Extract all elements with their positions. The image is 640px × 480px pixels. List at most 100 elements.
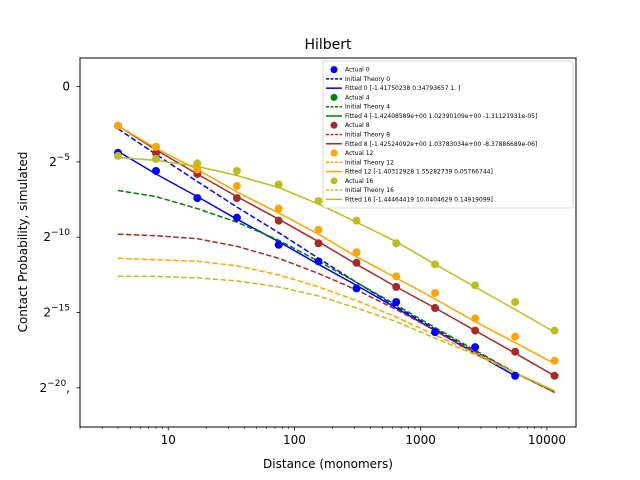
y-tick-suffix: , — [66, 381, 70, 395]
legend-frame — [322, 60, 574, 209]
legend-entry: Fitted 12 [-1.40312928 1.55282739 0.0576… — [326, 169, 493, 176]
data-point — [232, 166, 241, 175]
data-point — [471, 281, 480, 290]
legend-entry: Actual 16 — [330, 177, 374, 185]
y-tick-exponent: −5 — [57, 153, 70, 163]
data-point — [511, 332, 520, 341]
x-axis-label: Distance (monomers) — [263, 457, 393, 471]
data-point — [431, 328, 440, 337]
y-tick-label: 0 — [62, 80, 70, 94]
legend-marker — [330, 177, 338, 185]
legend-entry: Initial Theory 0 — [326, 76, 390, 83]
data-point — [392, 282, 401, 291]
legend-label: Fitted 4 [-1.42408589e+00 1.02390109e+00… — [345, 113, 537, 120]
data-point — [274, 240, 283, 249]
data-point — [550, 371, 559, 380]
legend-label: Fitted 12 [-1.40312928 1.55282739 0.0576… — [345, 169, 493, 176]
data-point — [352, 216, 361, 225]
data-point — [314, 239, 323, 248]
series-line-initial-theory-12 — [117, 257, 555, 392]
data-point — [431, 260, 440, 269]
y-tick-label: 2−10 — [43, 228, 70, 244]
chart-title: Hilbert — [304, 37, 352, 53]
series-line-initial-theory-16 — [118, 275, 555, 392]
data-point — [151, 154, 160, 163]
series-actual-16 — [113, 151, 559, 335]
series-line-fitted-8 — [117, 125, 555, 377]
legend-label: Actual 12 — [345, 150, 374, 157]
plot-content — [113, 121, 559, 394]
legend-label: Fitted 8 [-1.42524092e+00 1.03783034e+00… — [345, 141, 537, 148]
data-point — [431, 288, 440, 297]
x-tick-label: 10 — [161, 433, 176, 447]
data-point — [193, 159, 202, 168]
data-point — [392, 272, 401, 281]
data-point — [113, 151, 122, 160]
data-point — [511, 371, 520, 380]
y-axis-ticks: 02−52−102−152−20, — [40, 80, 80, 395]
data-point — [352, 248, 361, 257]
data-point — [314, 197, 323, 206]
legend-label: Initial Theory 12 — [345, 159, 394, 166]
data-point — [352, 284, 361, 293]
data-point — [151, 142, 160, 151]
legend-entry: Actual 0 — [330, 66, 370, 74]
y-tick-base: 2 — [49, 155, 57, 169]
data-point — [314, 257, 323, 266]
legend-entry: Actual 12 — [330, 149, 374, 157]
data-point — [511, 297, 520, 306]
legend-label: Initial Theory 16 — [345, 187, 394, 194]
data-point — [274, 216, 283, 225]
data-point — [471, 326, 480, 335]
y-tick-label: 2−5 — [49, 153, 70, 169]
data-point — [113, 121, 122, 130]
x-tick-label: 100 — [283, 433, 306, 447]
legend-marker — [330, 149, 338, 157]
legend-entry: Initial Theory 4 — [326, 104, 390, 111]
legend-entry: Actual 8 — [330, 121, 370, 129]
y-tick-label: 2−20, — [40, 379, 70, 395]
y-tick-exponent: −20 — [47, 379, 66, 389]
legend-entry: Fitted 0 [-1.41750238 0.34793657 1. ] — [326, 85, 460, 92]
data-point — [471, 314, 480, 323]
data-point — [392, 297, 401, 306]
data-point — [193, 194, 202, 203]
data-point — [314, 225, 323, 234]
x-axis-ticks: 10 100 1000 10000 — [79, 427, 566, 447]
data-point — [392, 239, 401, 248]
y-axis-label: Contact Probability, simulated — [16, 152, 30, 333]
data-point — [511, 347, 520, 356]
legend: Actual 0 Initial Theory 0 Fitted 0 [-1.417… — [322, 60, 574, 209]
data-point — [471, 343, 480, 352]
legend-label: Initial Theory 8 — [345, 132, 390, 139]
y-tick-base: 2 — [43, 306, 51, 320]
legend-label: Actual 0 — [345, 67, 370, 74]
legend-entry: Initial Theory 16 — [326, 187, 394, 194]
data-point — [352, 258, 361, 267]
y-tick-label: 2−15 — [43, 304, 70, 320]
data-point — [151, 148, 160, 157]
y-tick-exponent: −15 — [51, 304, 70, 314]
legend-entry: Fitted 16 [-1.44464419 10.0404629 0.1491… — [326, 196, 493, 203]
legend-marker — [330, 93, 338, 101]
x-tick-label: 1000 — [405, 433, 436, 447]
legend-entry: Fitted 4 [-1.42408589e+00 1.02390109e+00… — [326, 113, 537, 120]
legend-entry: Initial Theory 12 — [326, 159, 394, 166]
legend-marker — [330, 66, 338, 74]
series-line-initial-theory-4 — [117, 189, 555, 394]
legend-label: Fitted 16 [-1.44464419 10.0404629 0.1491… — [345, 196, 493, 203]
data-point — [550, 326, 559, 335]
plot-frame — [79, 57, 577, 428]
series-line-fitted-16 — [117, 156, 555, 333]
x-tick-label: 10000 — [528, 433, 566, 447]
legend-label: Actual 16 — [345, 178, 374, 185]
series-actual-12 — [113, 121, 559, 365]
y-tick-exponent: −10 — [51, 228, 70, 238]
data-point — [232, 182, 241, 191]
legend-label: Actual 4 — [345, 94, 370, 101]
data-point — [232, 194, 241, 203]
legend-label: Initial Theory 0 — [345, 76, 390, 83]
data-point — [232, 213, 241, 222]
data-point — [431, 304, 440, 313]
